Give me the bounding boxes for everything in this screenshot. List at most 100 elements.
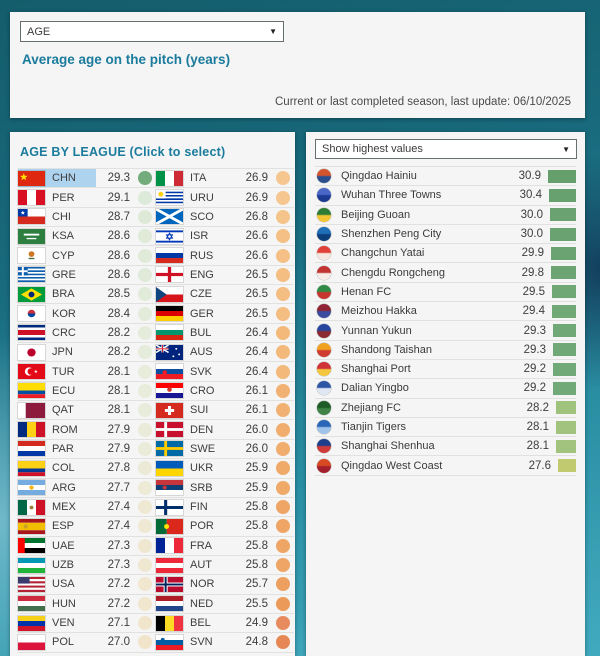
league-cell[interactable]: CRO: [156, 382, 234, 400]
league-cell[interactable]: CYP: [18, 246, 96, 264]
league-row-fra[interactable]: FRA 25.8: [156, 537, 294, 556]
league-cell[interactable]: SWE: [156, 440, 234, 458]
league-cell[interactable]: SVN: [156, 633, 234, 651]
league-row-per[interactable]: PER 29.1: [18, 188, 156, 208]
league-cell[interactable]: CZE: [156, 285, 234, 303]
league-cell[interactable]: UKR: [156, 459, 234, 477]
league-cell[interactable]: ENG: [156, 266, 234, 284]
league-row-aus[interactable]: AUS 26.4: [156, 343, 294, 363]
league-row-den[interactable]: DEN 26.0: [156, 420, 294, 440]
league-row-bul[interactable]: BUL 26.4: [156, 324, 294, 344]
league-cell[interactable]: NOR: [156, 575, 234, 593]
league-cell[interactable]: SVK: [156, 362, 234, 380]
league-cell[interactable]: CRC: [18, 324, 96, 342]
league-cell[interactable]: AUT: [156, 556, 234, 574]
league-cell[interactable]: BEL: [156, 614, 234, 632]
league-cell[interactable]: ROM: [18, 420, 96, 438]
league-cell[interactable]: MEX: [18, 498, 96, 516]
league-cell[interactable]: URU: [156, 188, 234, 206]
league-row-cze[interactable]: CZE 26.5: [156, 285, 294, 305]
league-row-chi[interactable]: CHI 28.7: [18, 208, 156, 228]
league-cell[interactable]: CHI: [18, 208, 96, 226]
league-row-uru[interactable]: URU 26.9: [156, 188, 294, 208]
league-cell[interactable]: KSA: [18, 227, 96, 245]
league-cell[interactable]: POR: [156, 517, 234, 535]
league-row-arg[interactable]: ARG 27.7: [18, 479, 156, 498]
league-row-bel[interactable]: BEL 24.9: [156, 614, 294, 634]
league-cell[interactable]: PAR: [18, 440, 96, 458]
league-cell[interactable]: JPN: [18, 343, 96, 361]
sort-dropdown[interactable]: Show highest values ▼: [315, 139, 577, 159]
league-cell[interactable]: CHN: [18, 169, 96, 188]
league-row-eng[interactable]: ENG 26.5: [156, 266, 294, 286]
league-cell[interactable]: ESP: [18, 517, 96, 535]
league-row-usa[interactable]: USA 27.2: [18, 575, 156, 595]
league-cell[interactable]: QAT: [18, 401, 96, 419]
league-row-crc[interactable]: CRC 28.2: [18, 324, 156, 344]
league-cell[interactable]: ARG: [18, 479, 96, 497]
league-cell[interactable]: ECU: [18, 382, 96, 400]
league-row-por[interactable]: POR 25.8: [156, 517, 294, 537]
league-cell[interactable]: FIN: [156, 498, 234, 516]
league-row-bra[interactable]: BRA 28.5: [18, 285, 156, 305]
league-row-uae[interactable]: UAE 27.3: [18, 537, 156, 556]
league-row-cyp[interactable]: CYP 28.6: [18, 246, 156, 266]
league-cell[interactable]: UAE: [18, 537, 96, 555]
league-cell[interactable]: HUN: [18, 595, 96, 613]
league-row-svn[interactable]: SVN 24.8: [156, 633, 294, 653]
league-row-ger[interactable]: GER 26.5: [156, 304, 294, 324]
league-row-svk[interactable]: SVK 26.4: [156, 362, 294, 382]
league-row-tur[interactable]: TUR 28.1: [18, 362, 156, 382]
league-row-isr[interactable]: ISR 26.6: [156, 227, 294, 247]
league-cell[interactable]: AUS: [156, 343, 234, 361]
league-row-swe[interactable]: SWE 26.0: [156, 440, 294, 460]
league-row-ecu[interactable]: ECU 28.1: [18, 382, 156, 402]
league-cell[interactable]: GRE: [18, 266, 96, 284]
league-row-rom[interactable]: ROM 27.9: [18, 420, 156, 440]
league-row-chn[interactable]: CHN 29.3: [18, 169, 156, 189]
league-row-jpn[interactable]: JPN 28.2: [18, 343, 156, 363]
league-row-par[interactable]: PAR 27.9: [18, 440, 156, 460]
league-row-esp[interactable]: ESP 27.4: [18, 517, 156, 537]
league-row-ned[interactable]: NED 25.5: [156, 595, 294, 614]
league-row-ukr[interactable]: UKR 25.9: [156, 459, 294, 479]
league-cell[interactable]: GER: [156, 304, 234, 322]
league-cell[interactable]: ITA: [156, 169, 234, 187]
league-row-sco[interactable]: SCO 26.8: [156, 208, 294, 228]
metric-dropdown[interactable]: AGE ▼: [20, 21, 284, 42]
league-row-hun[interactable]: HUN 27.2: [18, 595, 156, 614]
league-cell[interactable]: TUR: [18, 362, 96, 380]
league-row-col[interactable]: COL 27.8: [18, 459, 156, 479]
league-cell[interactable]: RUS: [156, 246, 234, 264]
league-row-gre[interactable]: GRE 28.6: [18, 266, 156, 286]
league-row-uzb[interactable]: UZB 27.3: [18, 556, 156, 576]
league-row-sui[interactable]: SUI 26.1: [156, 401, 294, 421]
league-cell[interactable]: SRB: [156, 479, 234, 497]
league-row-cro[interactable]: CRO 26.1: [156, 382, 294, 402]
league-row-kor[interactable]: KOR 28.4: [18, 304, 156, 324]
league-cell[interactable]: SUI: [156, 401, 234, 419]
league-cell[interactable]: USA: [18, 575, 96, 593]
league-cell[interactable]: COL: [18, 459, 96, 477]
league-row-ita[interactable]: ITA 26.9: [156, 169, 294, 189]
league-row-fin[interactable]: FIN 25.8: [156, 498, 294, 518]
league-row-aut[interactable]: AUT 25.8: [156, 556, 294, 576]
league-row-pol[interactable]: POL 27.0: [18, 633, 156, 653]
league-row-ven[interactable]: VEN 27.1: [18, 614, 156, 634]
league-cell[interactable]: VEN: [18, 614, 96, 632]
league-row-ksa[interactable]: KSA 28.6: [18, 227, 156, 247]
league-cell[interactable]: ISR: [156, 227, 234, 245]
league-cell[interactable]: BRA: [18, 285, 96, 303]
league-cell[interactable]: PER: [18, 188, 96, 206]
league-row-srb[interactable]: SRB 25.9: [156, 479, 294, 498]
league-cell[interactable]: NED: [156, 595, 234, 613]
league-row-mex[interactable]: MEX 27.4: [18, 498, 156, 518]
league-cell[interactable]: DEN: [156, 420, 234, 438]
league-row-qat[interactable]: QAT 28.1: [18, 401, 156, 421]
league-cell[interactable]: KOR: [18, 304, 96, 322]
league-row-nor[interactable]: NOR 25.7: [156, 575, 294, 595]
league-cell[interactable]: POL: [18, 633, 96, 651]
league-cell[interactable]: SCO: [156, 208, 234, 226]
league-cell[interactable]: FRA: [156, 537, 234, 555]
league-cell[interactable]: UZB: [18, 556, 96, 574]
